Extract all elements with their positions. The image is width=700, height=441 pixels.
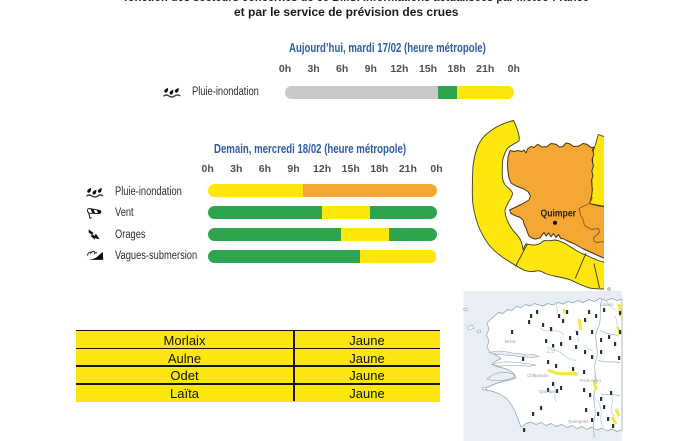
svg-text:Quimper: Quimper <box>539 389 557 394</box>
svg-text:Quimperlé: Quimperlé <box>568 419 589 424</box>
svg-text:Lorient: Lorient <box>600 302 615 307</box>
svg-text:Pont-Aven: Pont-Aven <box>580 378 601 383</box>
svg-text:Châteaulin: Châteaulin <box>527 373 549 378</box>
svg-text:Brest: Brest <box>505 339 516 344</box>
svg-text:Quimper: Quimper <box>541 209 577 220</box>
svg-text:29: 29 <box>546 346 555 355</box>
